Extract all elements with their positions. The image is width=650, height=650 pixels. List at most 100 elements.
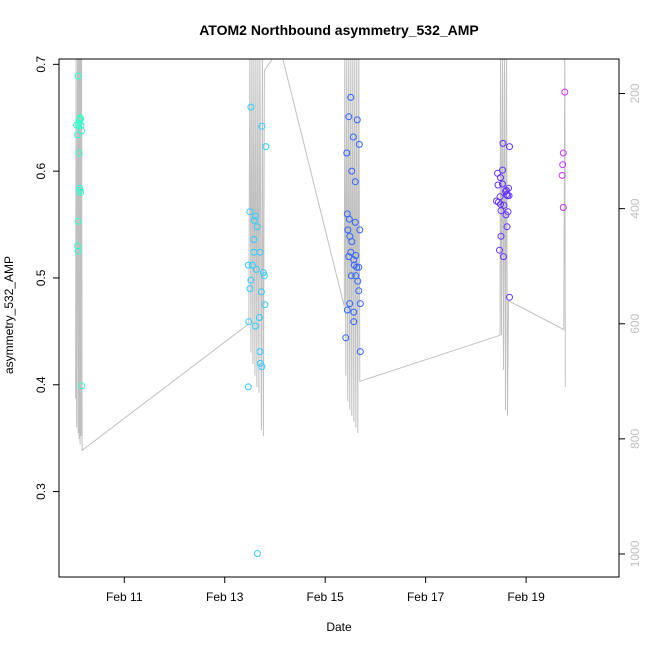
data-point <box>558 171 566 179</box>
data-point <box>247 276 255 284</box>
data-point <box>262 143 270 151</box>
data-point <box>247 103 255 111</box>
data-point <box>258 122 266 130</box>
y-axis-label: asymmetry_532_AMP <box>2 256 16 374</box>
y-tick-label: 0.3 <box>34 483 48 500</box>
data-point <box>506 143 513 151</box>
data-point <box>352 252 360 259</box>
data-point <box>77 121 85 129</box>
data-point <box>244 261 252 269</box>
data-point <box>251 212 259 220</box>
data-point <box>503 223 511 231</box>
data-point <box>256 348 264 356</box>
x-tick-label: Feb 19 <box>507 590 545 604</box>
data-point <box>502 211 510 219</box>
data-point <box>253 223 261 231</box>
data-point <box>559 161 567 169</box>
y-tick-label: 0.5 <box>34 269 48 286</box>
x-axis: Feb 11 Feb 13 Feb 15 Feb 17 Feb 19 <box>106 577 545 604</box>
secondary-y-tick-label: 600 <box>628 313 642 333</box>
data-point <box>355 140 363 148</box>
data-point <box>347 93 355 101</box>
data-point <box>500 201 508 209</box>
data-point <box>248 261 256 269</box>
secondary-y-tick-label: 200 <box>628 83 642 103</box>
data-point <box>246 208 254 216</box>
data-point <box>260 272 268 280</box>
data-point <box>250 216 258 224</box>
plot-frame <box>58 58 620 578</box>
x-tick-label: Feb 11 <box>106 590 143 604</box>
data-point <box>356 226 364 234</box>
data-point <box>350 308 358 316</box>
data-point <box>350 318 358 326</box>
data-point <box>559 204 567 211</box>
data-point <box>256 359 264 367</box>
x-tick-label: Feb 15 <box>307 590 345 604</box>
data-point <box>77 189 85 196</box>
data-point <box>261 301 269 309</box>
data-point <box>499 166 506 174</box>
data-point <box>78 382 86 390</box>
data-point <box>74 217 82 225</box>
data-point <box>500 253 507 261</box>
data-point <box>250 248 258 256</box>
data-point <box>345 215 353 223</box>
data-point <box>353 116 361 124</box>
chart-title: ATOM2 Northbound asymmetry_532_AMP <box>199 22 479 38</box>
data-point <box>246 285 254 293</box>
secondary-y-tick-label: 400 <box>628 198 642 218</box>
data-point <box>499 180 506 188</box>
data-point <box>344 226 352 234</box>
data-point <box>505 192 513 200</box>
data-point <box>497 232 505 240</box>
data-point <box>74 131 82 139</box>
data-point <box>252 265 260 273</box>
points-layer <box>73 72 569 557</box>
data-point <box>559 149 567 157</box>
data-point <box>497 207 505 215</box>
data-point <box>259 269 267 277</box>
data-point <box>256 248 264 256</box>
y-tick-label: 0.4 <box>34 376 48 393</box>
data-point <box>347 272 355 280</box>
data-point <box>349 133 357 141</box>
data-point <box>250 236 258 243</box>
y-tick-label: 0.6 <box>34 162 48 179</box>
data-point <box>251 322 259 330</box>
data-point <box>497 174 504 182</box>
data-point <box>74 72 82 80</box>
data-point <box>561 88 569 96</box>
data-point <box>345 113 353 121</box>
data-point <box>356 300 364 308</box>
secondary-y-tick-label: 800 <box>628 429 642 449</box>
secondary-line-layer <box>75 59 566 452</box>
data-point <box>347 248 355 256</box>
data-point <box>494 169 501 177</box>
data-point <box>354 277 362 285</box>
data-point <box>355 263 363 271</box>
x-tick-label: Feb 13 <box>206 590 244 604</box>
data-point <box>494 181 502 189</box>
data-point <box>496 246 503 254</box>
data-point <box>356 348 364 356</box>
secondary-y-tick-label: 1000 <box>628 540 642 567</box>
data-point <box>258 363 266 371</box>
data-point <box>244 383 252 391</box>
data-point <box>346 300 354 308</box>
data-point <box>343 306 351 314</box>
data-point <box>351 218 359 226</box>
data-point <box>75 149 83 157</box>
x-tick-label: Feb 17 <box>407 590 445 604</box>
secondary-series-line <box>75 59 566 452</box>
data-point <box>348 167 356 175</box>
y-axis: 0.3 0.4 0.5 0.6 0.7 <box>34 56 59 500</box>
data-point <box>499 139 507 147</box>
data-point <box>502 187 509 195</box>
data-point <box>350 256 358 264</box>
data-point <box>355 287 363 295</box>
data-point <box>493 197 500 205</box>
data-point <box>345 253 353 261</box>
data-point <box>253 550 261 557</box>
